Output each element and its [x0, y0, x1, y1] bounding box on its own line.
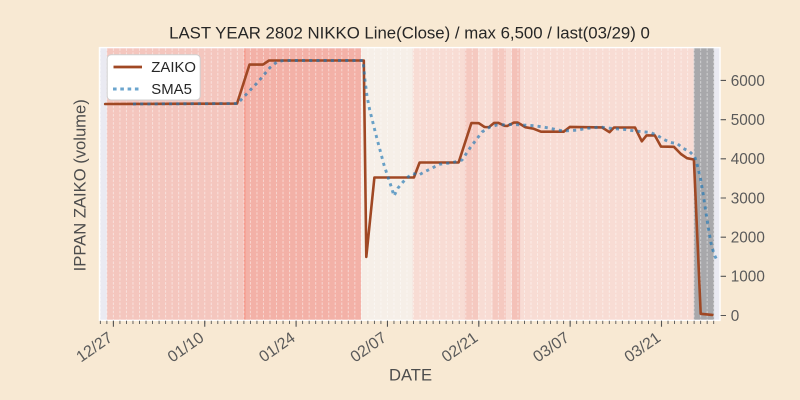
- svg-text:SMA5: SMA5: [151, 82, 192, 98]
- svg-text:DATE: DATE: [389, 366, 432, 385]
- svg-text:3000: 3000: [731, 190, 765, 207]
- svg-text:1000: 1000: [731, 269, 765, 286]
- svg-text:LAST YEAR 2802 NIKKO Line(Clos: LAST YEAR 2802 NIKKO Line(Close) / max 6…: [169, 24, 650, 43]
- svg-text:2000: 2000: [731, 229, 765, 246]
- svg-text:6000: 6000: [731, 73, 765, 90]
- svg-text:5000: 5000: [731, 112, 765, 129]
- svg-text:4000: 4000: [731, 151, 765, 168]
- svg-text:ZAIKO: ZAIKO: [151, 60, 196, 76]
- svg-text:0: 0: [731, 308, 740, 325]
- svg-text:IPPAN ZAIKO (volume): IPPAN ZAIKO (volume): [71, 99, 90, 271]
